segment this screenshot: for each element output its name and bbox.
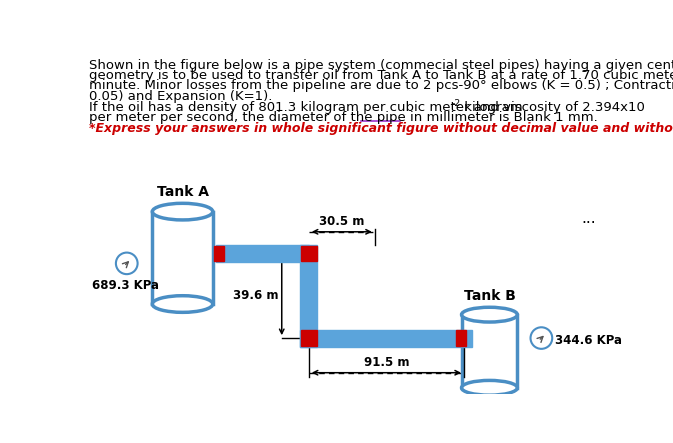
Ellipse shape (462, 307, 518, 322)
Bar (300, 245, 318, 346)
Text: geometry is to be used to transfer oil from Tank A to Tank B at a rate of 1.70 c: geometry is to be used to transfer oil f… (89, 69, 673, 82)
Text: 689.3 KPa: 689.3 KPa (92, 279, 159, 292)
Ellipse shape (152, 296, 213, 312)
Text: 91.5 m: 91.5 m (363, 356, 409, 369)
Text: 344.6 KPa: 344.6 KPa (555, 334, 622, 347)
Bar (462, 315, 518, 388)
Text: Shown in the figure below is a pipe system (commecial steel pipes) having a give: Shown in the figure below is a pipe syst… (89, 58, 673, 72)
Text: -2: -2 (452, 99, 461, 108)
Bar (301, 246, 316, 261)
Ellipse shape (530, 327, 553, 349)
Text: Tank B: Tank B (464, 289, 516, 303)
Ellipse shape (152, 203, 213, 220)
Bar (301, 330, 316, 346)
Bar (152, 212, 213, 304)
Bar (214, 246, 223, 261)
Text: *Express your answers in whole significant figure without decimal value and with: *Express your answers in whole significa… (89, 122, 673, 136)
Ellipse shape (462, 381, 518, 395)
Bar (216, 245, 309, 262)
Text: Tank A: Tank A (157, 186, 209, 199)
Text: 39.6 m: 39.6 m (233, 289, 279, 302)
Text: If the oil has a density of 801.3 kilogram per cubic meter and viscosity of 2.39: If the oil has a density of 801.3 kilogr… (89, 101, 645, 114)
Text: 0.05) and Expansion (K=1).: 0.05) and Expansion (K=1). (89, 90, 272, 103)
Bar (300, 330, 472, 346)
Ellipse shape (116, 253, 137, 274)
Text: ...: ... (581, 211, 596, 226)
Text: minute. Minor losses from the pipeline are due to 2 pcs-90° elbows (K = 0.5) ; C: minute. Minor losses from the pipeline a… (89, 79, 673, 92)
Text: per meter per second, the diameter of the pipe in millimeter is Blank 1 mm.: per meter per second, the diameter of th… (89, 111, 598, 124)
Text: kilogram: kilogram (460, 101, 522, 114)
Bar (456, 330, 466, 346)
Text: 30.5 m: 30.5 m (319, 215, 365, 228)
